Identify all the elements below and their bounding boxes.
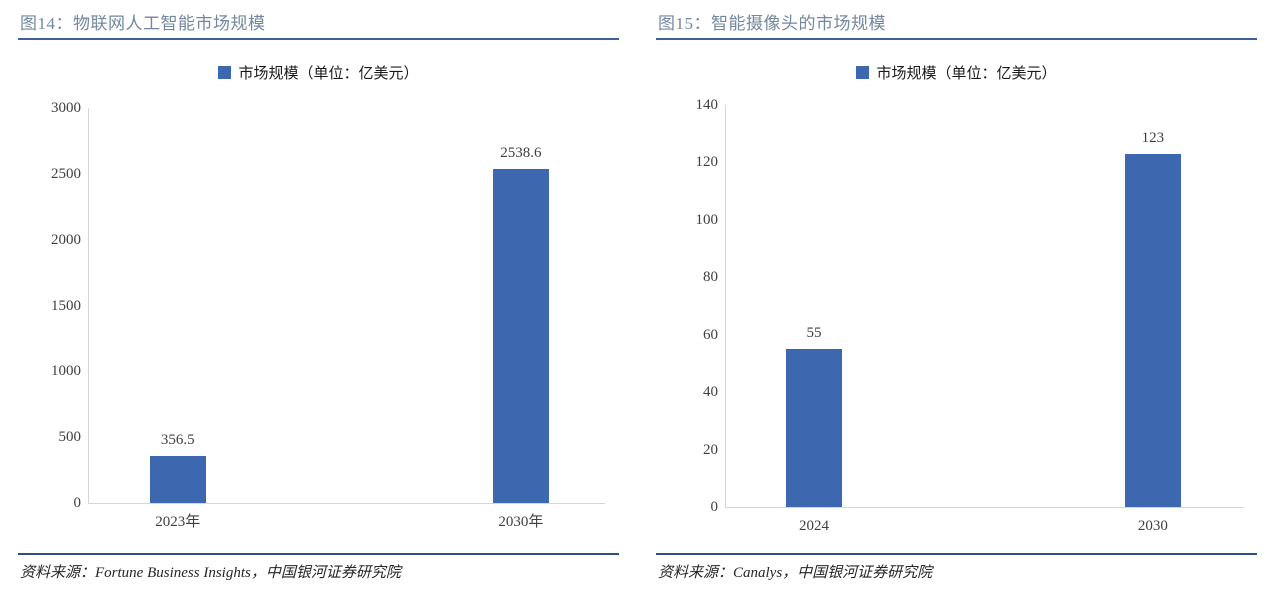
bar [492,168,549,503]
y-tick-label: 0 [73,495,82,511]
source-rule [18,553,619,555]
title-rule [656,38,1257,40]
y-tick-label: 500 [58,429,82,446]
bar [149,456,206,503]
chart-legend: 市场规模（单位：亿美元） [656,62,1257,83]
x-tick-label: 2023年 [155,514,201,530]
figure-title: 图15：智能摄像头的市场规模 [658,14,886,33]
y-tick-label: 40 [703,384,718,401]
y-tick-label: 2000 [51,231,81,248]
bar [786,349,843,507]
bar-value-label: 123 [1141,129,1165,146]
x-tick-label: 2030 [1137,518,1168,534]
legend-swatch-icon [218,66,232,79]
y-tick-label: 2500 [51,165,81,182]
y-tick-label: 120 [695,154,719,171]
x-tick-label: 2030年 [498,514,544,530]
source-rule [656,553,1257,555]
bar-value-label: 356.5 [160,432,195,449]
bar [1124,153,1181,507]
y-tick-label: 80 [703,269,718,286]
title-rule [18,38,619,40]
y-tick-label: 100 [695,211,719,228]
legend-swatch-icon [856,66,870,79]
y-tick-label: 140 [695,97,719,113]
figure-panel-15: 图15：智能摄像头的市场规模 市场规模（单位：亿美元） 0 20 40 60 80 100… [656,0,1257,592]
y-tick-label: 20 [703,441,718,458]
y-tick-label: 1000 [51,363,81,380]
y-tick-label: 3000 [51,100,81,116]
figure-panel-14: 图14：物联网人工智能市场规模 市场规模（单位：亿美元） 0 500 1000 150… [18,0,619,592]
y-tick-label: 1500 [51,297,81,314]
chart-legend: 市场规模（单位：亿美元） [18,62,619,83]
y-tick-label: 0 [710,499,719,515]
bar-value-label: 2538.6 [500,144,542,161]
figure-title: 图14：物联网人工智能市场规模 [20,14,266,33]
legend-label: 市场规模（单位：亿美元） [238,66,419,82]
source-note: 资料来源：Canalys，中国银河证券研究院 [658,565,933,581]
bar-chart-plot: 0 500 1000 1500 2000 2500 3000 356.5 2023年 2538.6… [51,100,605,530]
x-tick-label: 2024 [799,518,830,534]
bar-value-label: 55 [806,325,822,342]
legend-label: 市场规模（单位：亿美元） [876,66,1057,82]
source-note: 资料来源：Fortune Business Insights，中国银河证券研究院 [20,565,401,581]
bar-chart-plot: 0 20 40 60 80 100 120 140 55 2024 123 2030 [696,97,1244,534]
y-tick-label: 60 [703,326,718,343]
